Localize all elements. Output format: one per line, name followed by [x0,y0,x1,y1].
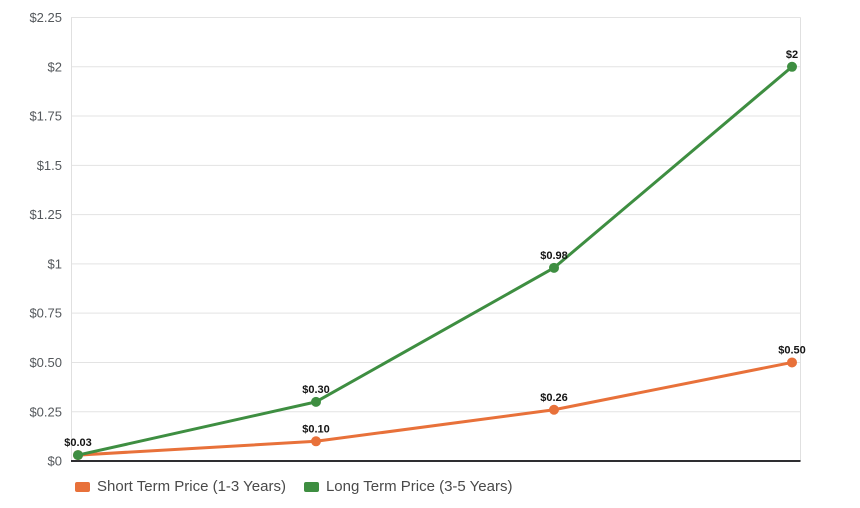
legend-swatch-short-term [75,481,90,492]
legend-label-long-term: Long Term Price (3-5 Years) [325,478,513,495]
series-line-long-term [76,65,794,457]
data-point [549,262,559,273]
data-point-label: $0.30 [302,384,330,396]
data-point-label: $0.98 [540,250,568,262]
data-point [311,436,321,447]
y-axis-tick-label: $0.50 [29,355,62,370]
data-point [787,357,797,368]
y-axis-tick-label: $1 [48,256,62,271]
y-axis-tick-label: $0.25 [29,404,62,419]
series-line-short-term [76,360,794,457]
y-axis-tick-label: $1.75 [29,109,62,124]
y-axis-tick-label: $1.25 [29,207,62,222]
y-axis-tick-label: $2 [48,59,62,74]
y-axis-tick-label: $0.75 [29,306,62,321]
y-axis-tick-label: $2.25 [29,10,62,25]
legend-item-short-term: Short Term Price (1-3 Years) [75,478,286,495]
data-point [549,404,559,415]
legend-item-long-term: Long Term Price (3-5 Years) [303,478,513,495]
y-axis-tick-label: $0 [48,454,62,469]
chart-legend: Short Term Price (1-3 Years) Long Term P… [75,478,512,495]
data-point-label: $0.10 [302,423,330,435]
data-point-label: $0.03 [64,437,92,449]
line-chart: $0 $0.25 $0.50 $0.75 $1 $1.25 $1.5 $1.75 $2 $2.25… [29,10,806,469]
data-point-label: $0.50 [778,344,806,356]
data-point [787,61,797,72]
legend-swatch-long-term [303,481,319,492]
data-point-label: $2 [786,49,798,61]
data-point [311,396,321,407]
y-axis-tick-label: $1.5 [37,158,62,173]
legend-label-short-term: Short Term Price (1-3 Years) [97,478,286,495]
data-point-label: $0.26 [540,392,568,404]
data-point [73,450,83,461]
